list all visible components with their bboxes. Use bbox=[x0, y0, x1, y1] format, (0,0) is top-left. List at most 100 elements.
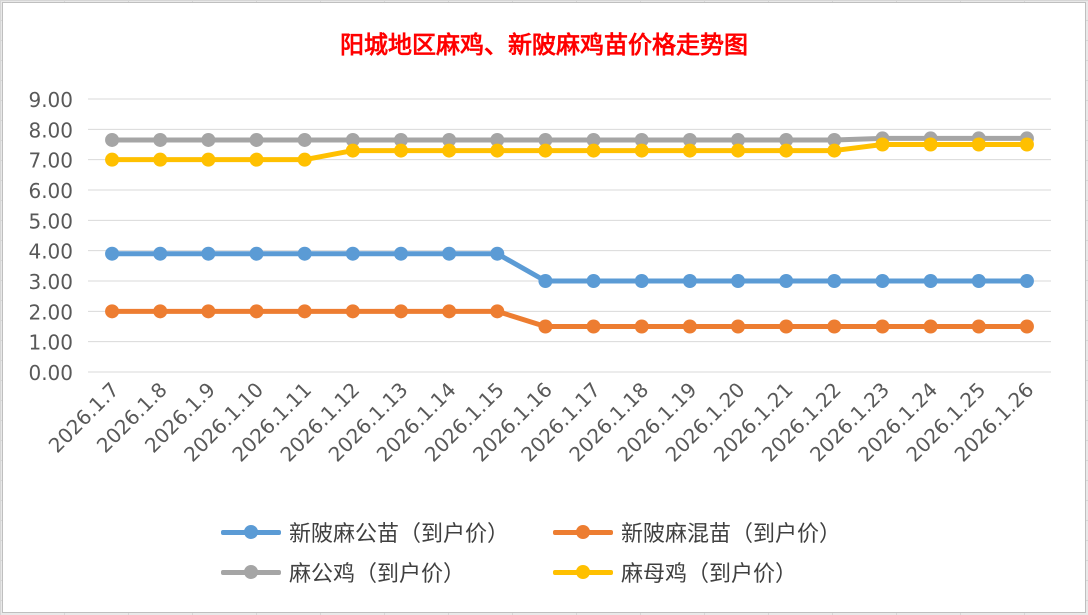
series-line bbox=[109, 251, 1030, 284]
data-point bbox=[393, 132, 408, 147]
y-tick-label: 3.00 bbox=[28, 270, 73, 294]
data-point bbox=[731, 319, 746, 334]
series-line bbox=[109, 142, 1030, 163]
data-point bbox=[345, 304, 360, 319]
legend-entry[interactable]: 新陂麻公苗（到户价） bbox=[221, 517, 509, 547]
data-point bbox=[105, 246, 120, 261]
series-line bbox=[109, 308, 1030, 329]
data-point bbox=[923, 137, 938, 152]
data-point bbox=[634, 143, 649, 158]
data-point bbox=[153, 152, 168, 167]
data-point bbox=[634, 274, 649, 288]
data-point bbox=[827, 274, 842, 288]
legend-label: 新陂麻公苗（到户价） bbox=[289, 522, 510, 547]
data-point bbox=[586, 319, 601, 334]
data-point bbox=[779, 274, 794, 288]
data-point bbox=[875, 319, 890, 334]
data-point bbox=[249, 152, 264, 167]
y-tick-label: 0.00 bbox=[28, 361, 73, 385]
data-point bbox=[538, 143, 553, 158]
data-point bbox=[345, 246, 360, 261]
data-point bbox=[827, 319, 842, 334]
data-point bbox=[634, 319, 649, 334]
data-point bbox=[442, 246, 457, 261]
data-point bbox=[827, 143, 842, 158]
data-point bbox=[779, 132, 794, 147]
data-point bbox=[682, 274, 697, 288]
legend-swatch bbox=[553, 562, 613, 582]
data-point bbox=[201, 304, 216, 319]
data-point bbox=[393, 246, 408, 261]
legend-swatch-marker bbox=[576, 565, 590, 579]
data-point bbox=[1019, 274, 1034, 288]
data-point bbox=[779, 319, 794, 334]
data-point bbox=[682, 319, 697, 334]
data-point bbox=[345, 132, 360, 147]
data-point bbox=[586, 143, 601, 158]
data-point bbox=[538, 132, 553, 147]
y-tick-label: 1.00 bbox=[28, 331, 73, 355]
data-point bbox=[345, 143, 360, 158]
data-point bbox=[731, 132, 746, 147]
data-point bbox=[1019, 137, 1034, 152]
data-point bbox=[153, 246, 168, 261]
data-point bbox=[201, 246, 216, 261]
data-point bbox=[971, 137, 986, 152]
data-point bbox=[923, 274, 938, 288]
data-point bbox=[923, 319, 938, 334]
data-point bbox=[586, 132, 601, 147]
data-point bbox=[105, 152, 120, 167]
data-point bbox=[393, 143, 408, 158]
data-point bbox=[490, 304, 505, 319]
data-point bbox=[297, 152, 312, 167]
chart-title: 阳城地区麻鸡、新陂麻鸡苗价格走势图 bbox=[340, 31, 748, 59]
data-point bbox=[682, 132, 697, 147]
data-point bbox=[731, 143, 746, 158]
y-tick-label: 2.00 bbox=[28, 300, 73, 324]
y-tick-label: 4.00 bbox=[28, 240, 73, 264]
y-tick-label: 5.00 bbox=[28, 209, 73, 233]
data-point bbox=[249, 246, 264, 261]
data-point bbox=[586, 274, 601, 288]
data-point bbox=[827, 132, 842, 147]
y-tick-label: 7.00 bbox=[28, 149, 73, 173]
data-point bbox=[442, 143, 457, 158]
y-tick-label: 9.00 bbox=[28, 88, 73, 112]
data-point bbox=[201, 152, 216, 167]
data-point bbox=[875, 137, 890, 152]
data-point bbox=[153, 132, 168, 147]
data-point bbox=[442, 132, 457, 147]
legend-entry[interactable]: 麻母鸡（到户价） bbox=[553, 557, 797, 587]
y-tick-label: 8.00 bbox=[28, 118, 73, 142]
data-point bbox=[538, 274, 553, 288]
plot-area: 0.00 1.00 2.00 3.00 4.00 5.00 6.00 7.00 8.00 9.00… bbox=[28, 88, 1051, 467]
legend-entry[interactable]: 新陂麻混苗（到户价） bbox=[553, 517, 841, 547]
y-tick-label: 6.00 bbox=[28, 179, 73, 203]
legend-swatch bbox=[221, 562, 281, 582]
data-point bbox=[682, 143, 697, 158]
legend-label: 麻公鸡（到户价） bbox=[289, 562, 466, 587]
data-point bbox=[297, 304, 312, 319]
data-point bbox=[297, 132, 312, 147]
legend-swatch-marker bbox=[576, 525, 590, 539]
legend-swatch bbox=[553, 522, 613, 542]
data-point bbox=[538, 319, 553, 334]
data-point bbox=[971, 274, 986, 288]
legend: 新陂麻公苗（到户价） 新陂麻混苗（到户价） 麻公鸡（到户价） 麻母鸡（到户价） bbox=[3, 3, 1085, 612]
legend-swatch-marker bbox=[244, 565, 258, 579]
data-point bbox=[442, 304, 457, 319]
data-point bbox=[875, 274, 890, 288]
data-point bbox=[1019, 319, 1034, 334]
legend-entry[interactable]: 麻公鸡（到户价） bbox=[221, 557, 465, 587]
legend-label: 麻母鸡（到户价） bbox=[621, 562, 798, 587]
legend-swatch bbox=[221, 522, 281, 542]
legend-label: 新陂麻混苗（到户价） bbox=[621, 522, 842, 547]
data-point bbox=[105, 132, 120, 147]
legend-swatch-marker bbox=[244, 525, 258, 539]
data-point bbox=[393, 304, 408, 319]
data-point bbox=[249, 304, 264, 319]
data-point bbox=[201, 132, 216, 147]
data-point bbox=[779, 143, 794, 158]
data-point bbox=[490, 132, 505, 147]
